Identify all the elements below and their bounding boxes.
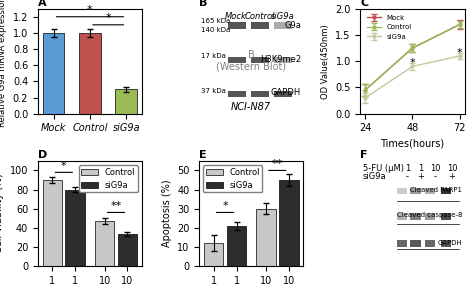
Y-axis label: OD Value(450nm): OD Value(450nm) bbox=[321, 24, 330, 99]
FancyBboxPatch shape bbox=[425, 240, 436, 247]
Y-axis label: Cell viability (%): Cell viability (%) bbox=[0, 173, 4, 253]
FancyBboxPatch shape bbox=[397, 188, 407, 194]
Bar bbox=[279, 180, 299, 266]
FancyBboxPatch shape bbox=[410, 213, 421, 220]
Text: C: C bbox=[360, 0, 369, 8]
Text: Cleaved caspase-8: Cleaved caspase-8 bbox=[397, 212, 463, 218]
Bar bbox=[43, 180, 62, 266]
Text: B
(Western Blot): B (Western Blot) bbox=[216, 50, 286, 72]
FancyBboxPatch shape bbox=[274, 22, 292, 29]
Bar bbox=[204, 243, 224, 266]
Bar bbox=[227, 226, 246, 266]
FancyBboxPatch shape bbox=[228, 90, 246, 97]
Bar bbox=[79, 33, 101, 114]
FancyBboxPatch shape bbox=[228, 57, 246, 63]
Bar bbox=[95, 221, 114, 266]
Text: 10: 10 bbox=[447, 164, 457, 173]
Bar bbox=[115, 89, 137, 114]
Text: 10: 10 bbox=[430, 164, 441, 173]
Text: GAPDH: GAPDH bbox=[438, 240, 463, 246]
Text: 37 kDa: 37 kDa bbox=[201, 88, 226, 94]
Text: A: A bbox=[38, 0, 46, 8]
Text: **: ** bbox=[110, 201, 122, 212]
Text: GAPDH: GAPDH bbox=[271, 88, 301, 97]
Legend: Control, siG9a: Control, siG9a bbox=[79, 165, 138, 192]
Text: siG9a: siG9a bbox=[363, 173, 386, 181]
Bar bbox=[43, 33, 64, 114]
FancyBboxPatch shape bbox=[251, 22, 269, 29]
FancyBboxPatch shape bbox=[251, 57, 269, 63]
Text: *: * bbox=[87, 5, 93, 15]
FancyBboxPatch shape bbox=[410, 188, 421, 194]
Text: +: + bbox=[418, 173, 424, 181]
X-axis label: Times(hours): Times(hours) bbox=[381, 139, 445, 149]
Bar bbox=[118, 234, 137, 266]
Text: 140 kDa: 140 kDa bbox=[201, 27, 230, 33]
Y-axis label: Relative G9a mRNA expression: Relative G9a mRNA expression bbox=[0, 0, 7, 127]
Text: B: B bbox=[199, 0, 208, 8]
FancyBboxPatch shape bbox=[425, 188, 436, 194]
Bar bbox=[65, 190, 85, 266]
FancyBboxPatch shape bbox=[410, 240, 421, 247]
Text: +: + bbox=[448, 173, 456, 181]
Text: G9a: G9a bbox=[284, 21, 301, 30]
Text: **: ** bbox=[272, 160, 283, 169]
FancyBboxPatch shape bbox=[228, 22, 246, 29]
Text: *: * bbox=[410, 58, 415, 68]
Text: siG9a: siG9a bbox=[271, 12, 294, 21]
Text: H3K9me2: H3K9me2 bbox=[260, 55, 301, 64]
FancyBboxPatch shape bbox=[425, 213, 436, 220]
Text: 165 kDa: 165 kDa bbox=[201, 18, 230, 24]
Text: Control: Control bbox=[244, 12, 275, 21]
Text: Mock: Mock bbox=[225, 12, 246, 21]
Text: F: F bbox=[360, 150, 368, 160]
Text: 17 kDa: 17 kDa bbox=[201, 53, 226, 59]
FancyBboxPatch shape bbox=[251, 90, 269, 97]
Text: *: * bbox=[222, 201, 228, 212]
Text: 5-FU (μM): 5-FU (μM) bbox=[363, 164, 403, 173]
Legend: Control, siG9a: Control, siG9a bbox=[203, 165, 262, 192]
Text: 1: 1 bbox=[418, 164, 423, 173]
Text: *: * bbox=[61, 161, 67, 171]
FancyBboxPatch shape bbox=[274, 90, 292, 97]
FancyBboxPatch shape bbox=[397, 213, 407, 220]
FancyBboxPatch shape bbox=[441, 213, 451, 220]
Text: -: - bbox=[434, 173, 437, 181]
Text: Cleaved PARP1: Cleaved PARP1 bbox=[410, 187, 463, 193]
Text: NCI-N87: NCI-N87 bbox=[231, 101, 271, 112]
Text: *: * bbox=[105, 13, 111, 23]
FancyBboxPatch shape bbox=[441, 188, 451, 194]
Text: *: * bbox=[457, 48, 463, 58]
Text: -: - bbox=[406, 173, 409, 181]
Legend: Mock, Control, siG9a: Mock, Control, siG9a bbox=[364, 12, 414, 43]
FancyBboxPatch shape bbox=[441, 240, 451, 247]
Bar bbox=[256, 209, 276, 266]
FancyBboxPatch shape bbox=[274, 57, 292, 63]
Y-axis label: Apoptosis (%): Apoptosis (%) bbox=[162, 179, 172, 247]
Text: 1: 1 bbox=[405, 164, 410, 173]
FancyBboxPatch shape bbox=[397, 240, 407, 247]
Text: E: E bbox=[199, 150, 207, 160]
Text: D: D bbox=[38, 150, 47, 160]
